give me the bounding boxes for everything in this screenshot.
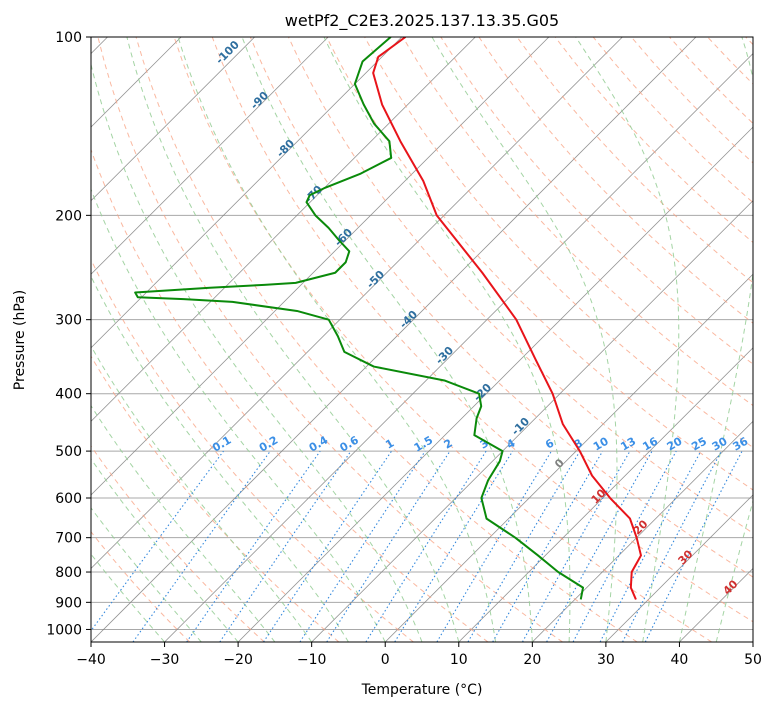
y-tick-label: 300 <box>55 313 82 329</box>
isotherm--30 <box>164 52 753 642</box>
y-tick-label: 600 <box>55 491 82 507</box>
y-tick-label: 100 <box>55 30 82 46</box>
dry-adiabat-line <box>516 37 753 284</box>
y-tick-label: 200 <box>55 208 82 224</box>
mixing-ratio-line <box>521 450 631 642</box>
y-axis: 100 200 300 400 500 600 700 800 900 1000 <box>46 30 91 638</box>
dry-adiabat-line <box>97 37 563 642</box>
isotherm--100 <box>91 37 255 202</box>
dry-adiabat-line <box>287 37 753 534</box>
isotherm-0 <box>384 273 753 642</box>
y-tick-label: 1000 <box>46 622 82 638</box>
moist-adiabat-line <box>91 275 349 642</box>
dewpoint-line <box>134 37 585 600</box>
isotherm--20 <box>237 126 753 642</box>
x-tick-label: −30 <box>150 652 180 668</box>
series-layer <box>134 37 642 600</box>
dry-adiabat-line <box>440 37 753 365</box>
x-tick-label: 40 <box>671 652 689 668</box>
x-tick-label: 20 <box>523 652 541 668</box>
x-tick-label: 10 <box>450 652 468 668</box>
isotherm--90 <box>91 37 329 275</box>
moist-adiabat-line <box>431 37 618 642</box>
moist-adiabat-line <box>91 404 276 642</box>
dry-adiabat-line <box>402 37 753 407</box>
y-axis-title: Pressure (hPa) <box>12 290 28 390</box>
moist-adiabat-line <box>91 345 313 642</box>
x-tick-label: −20 <box>223 652 253 668</box>
y-tick-label: 500 <box>55 444 82 460</box>
mixing-ratio-line <box>572 450 677 642</box>
dry-adiabat-line <box>249 37 753 578</box>
y-tick-label: 800 <box>55 565 82 581</box>
moist-adiabat-line <box>91 458 239 642</box>
moist-adiabat-line <box>575 37 680 642</box>
x-axis: −40 −30 −20 −10 0 10 20 30 40 50 <box>76 642 762 668</box>
moist-adiabat-line <box>91 553 165 642</box>
mixing-ratio-line <box>91 450 224 632</box>
mixing-ratio-line <box>644 450 743 642</box>
moist-adiabat-line <box>91 188 386 642</box>
y-tick-label: 900 <box>55 595 82 611</box>
isotherm-20 <box>532 420 753 642</box>
moist-adiabat-line <box>91 62 423 642</box>
dry-adiabat-line <box>91 531 191 642</box>
dry-adiabat-line <box>91 258 414 642</box>
mixing-ratio-line <box>546 450 653 642</box>
dry-adiabat-line <box>135 37 638 642</box>
x-tick-label: −40 <box>76 652 106 668</box>
temperature-line <box>372 37 642 600</box>
x-axis-title: Temperature (°C) <box>361 682 483 698</box>
isotherm--60 <box>91 37 550 496</box>
isotherm--50 <box>91 37 623 570</box>
moist-adiabat-line <box>241 37 533 642</box>
mixing-ratio-line <box>326 450 451 642</box>
dry-adiabat-line <box>91 355 340 642</box>
mixing-ratio-line <box>132 450 271 642</box>
plot-frame <box>90 36 754 643</box>
x-tick-label: 50 <box>744 652 762 668</box>
mixing-ratio-line <box>219 450 352 642</box>
isotherm-10 <box>458 347 753 642</box>
y-tick-label: 400 <box>55 387 82 403</box>
y-tick-label: 700 <box>55 531 82 547</box>
dry-adiabat-line <box>91 148 489 642</box>
mixing-ratio-line <box>186 450 321 642</box>
isotherm-30 <box>605 494 753 642</box>
x-tick-label: −10 <box>297 652 327 668</box>
x-tick-label: 30 <box>597 652 615 668</box>
dry-adiabat-line <box>211 37 753 623</box>
mixing-ratio-line <box>299 450 426 642</box>
mixing-ratio-line <box>394 450 514 642</box>
moist-adiabat-line <box>126 37 460 642</box>
chart-title: wetPf2_C2E3.2025.137.13.35.G05 <box>285 11 559 31</box>
moist-adiabat-line <box>91 507 202 642</box>
isotherm--70 <box>91 37 476 422</box>
isotherm--80 <box>91 37 403 349</box>
moist-adiabat-line <box>323 37 571 642</box>
mixing-ratio-line <box>263 450 392 642</box>
dry-adiabat-line <box>91 445 265 642</box>
x-tick-label: 0 <box>381 652 390 668</box>
